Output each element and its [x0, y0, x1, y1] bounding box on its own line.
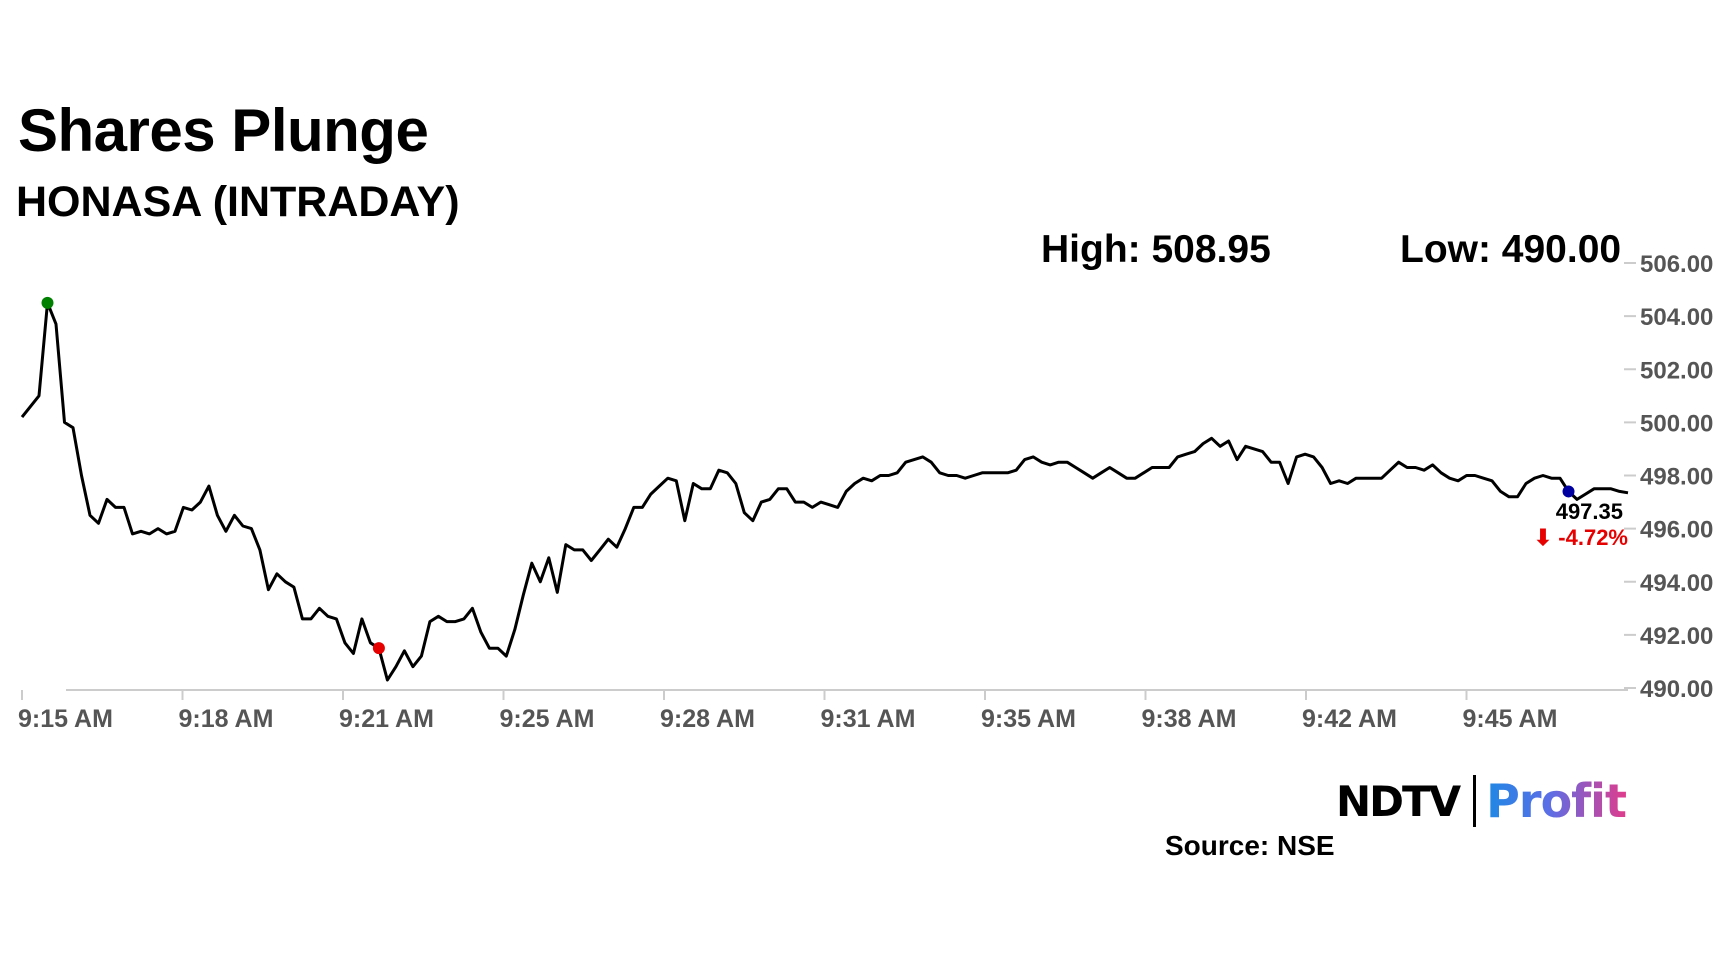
y-tick-label: 504.00 — [1640, 304, 1713, 331]
change-percent-label: ⬇ -4.72% — [1534, 525, 1628, 550]
logo-profit-text: Profit — [1486, 774, 1627, 828]
source-note: Source: NSE — [1165, 830, 1335, 861]
low-stat: Low: 490.00 — [1400, 228, 1622, 271]
y-tick-label: 502.00 — [1640, 357, 1713, 384]
x-tick-label: 9:15 AM — [18, 705, 113, 733]
logo-ndtv-text: NDTV — [1336, 776, 1461, 826]
x-tick-label: 9:25 AM — [500, 705, 595, 733]
chart-subtitle: HONASA (INTRADAY) — [16, 178, 460, 226]
y-tick-label: 496.00 — [1640, 517, 1713, 544]
y-tick-label: 494.00 — [1640, 570, 1713, 597]
x-tick-label: 9:38 AM — [1142, 705, 1237, 733]
chart-title: Shares Plunge — [18, 97, 429, 164]
day-high-point-marker — [41, 296, 54, 309]
y-axis: 506.00 504.00 502.00 500.00 498.00 496.00 494.… — [1624, 251, 1713, 703]
high-stat: High: 508.95 — [1041, 228, 1271, 271]
x-tick-label: 9:28 AM — [660, 705, 755, 733]
ndtv-profit-logo: NDTV Profit — [1336, 772, 1627, 830]
y-tick-label: 490.00 — [1640, 676, 1713, 703]
y-tick-label: 500.00 — [1640, 410, 1713, 437]
x-tick-label: 9:31 AM — [821, 705, 916, 733]
price-line — [20, 301, 1629, 682]
logo-separator — [1473, 775, 1477, 827]
x-tick-label: 9:35 AM — [981, 705, 1076, 733]
last-price-label: 497.35 — [1556, 499, 1623, 524]
chart-markers — [41, 296, 1575, 655]
x-tick-label: 9:18 AM — [179, 705, 274, 733]
x-tick-label: 9:21 AM — [339, 705, 434, 733]
y-tick-label: 506.00 — [1640, 251, 1713, 278]
x-tick-label: 9:42 AM — [1302, 705, 1397, 733]
y-tick-label: 492.00 — [1640, 623, 1713, 650]
day-low-point-marker — [372, 642, 385, 655]
x-axis: 9:15 AM 9:18 AM 9:21 AM 9:25 AM 9:28 AM 9:31 … — [18, 689, 1628, 733]
y-tick-label: 498.00 — [1640, 464, 1713, 491]
last-price-point-marker — [1562, 485, 1575, 498]
x-tick-label: 9:45 AM — [1463, 705, 1558, 733]
